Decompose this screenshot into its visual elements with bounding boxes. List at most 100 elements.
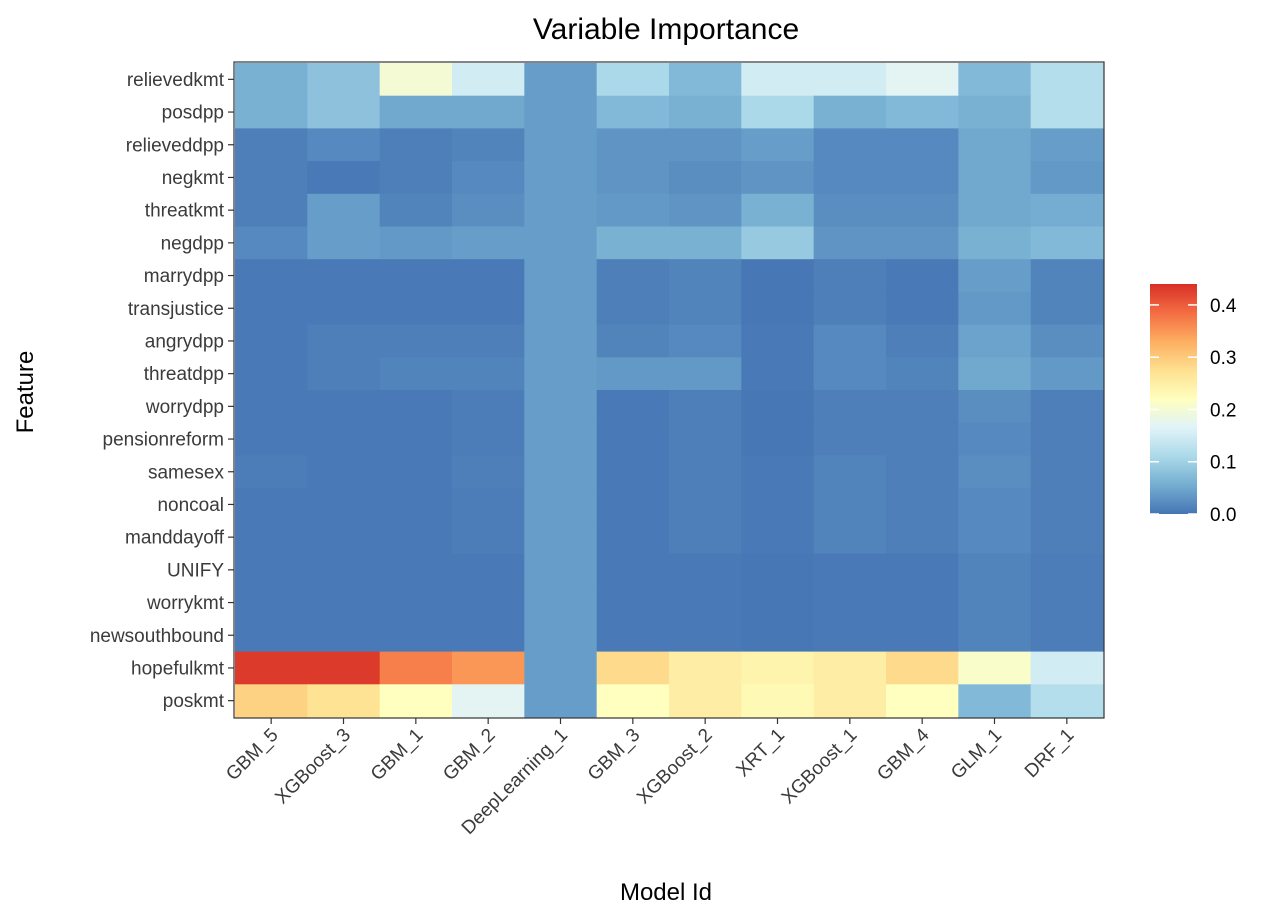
heatmap-cell-threatkmt-XGBoost_1 xyxy=(813,193,887,228)
x-tick-label-XGBoost_1: XGBoost_1 xyxy=(778,725,862,809)
color-legend: 0.0 0.1 0.2 0.3 0.4 xyxy=(1150,284,1237,526)
heatmap-cell-relieveddpp-GBM_4 xyxy=(886,128,959,162)
heatmap-cell-marrydpp-GLM_1 xyxy=(958,259,1032,293)
heatmap-cell-samesex-XGBoost_2 xyxy=(669,455,742,489)
heatmap-cell-worrydpp-GBM_4 xyxy=(886,390,959,424)
heatmap-cell-threatdpp-DeepLearning_1 xyxy=(524,357,598,391)
y-tick-label-worrydpp: worrydpp xyxy=(145,397,224,418)
heatmap-cell-threatdpp-GBM_3 xyxy=(596,357,670,391)
heatmap-cell-UNIFY-GBM_3 xyxy=(596,553,670,587)
heatmap-cell-worrykmt-DeepLearning_1 xyxy=(524,586,598,620)
heatmap-cell-posdpp-GBM_3 xyxy=(596,95,670,129)
heatmap-cell-newsouthbound-DeepLearning_1 xyxy=(524,618,598,653)
heatmap-cell-pensionreform-GBM_3 xyxy=(596,422,670,456)
heatmap-cell-angrydpp-XRT_1 xyxy=(741,324,815,358)
x-tick-label-DRF_1: DRF_1 xyxy=(1021,725,1078,782)
heatmap-cell-UNIFY-XGBoost_3 xyxy=(307,553,381,587)
heatmap-cell-newsouthbound-DRF_1 xyxy=(1030,618,1104,653)
heatmap-cell-transjustice-GBM_2 xyxy=(452,291,525,326)
heatmap-cell-hopefulkmt-DRF_1 xyxy=(1030,651,1104,685)
heatmap-cell-transjustice-GBM_5 xyxy=(235,291,308,326)
heatmap-cell-negkmt-DRF_1 xyxy=(1030,161,1104,195)
heatmap-cell-noncoal-GBM_1 xyxy=(379,488,453,522)
heatmap-cell-angrydpp-DeepLearning_1 xyxy=(524,324,598,358)
heatmap-cell-negkmt-GBM_5 xyxy=(235,161,308,195)
y-tick-label-UNIFY: UNIFY xyxy=(167,560,224,581)
heatmap-cell-angrydpp-GBM_4 xyxy=(886,324,959,358)
heatmap-cell-samesex-GBM_2 xyxy=(452,455,525,489)
heatmap-cell-noncoal-GBM_2 xyxy=(452,488,525,522)
y-tick-label-worrykmt: worrykmt xyxy=(146,593,225,614)
heatmap-cell-threatkmt-GBM_4 xyxy=(886,193,959,228)
heatmap-cell-relieveddpp-XRT_1 xyxy=(741,128,815,162)
heatmap-cell-marrydpp-XGBoost_2 xyxy=(669,259,742,293)
heatmap-cell-UNIFY-XGBoost_1 xyxy=(813,553,887,587)
legend-tick-label-0.0: 0.0 xyxy=(1210,505,1236,526)
heatmap-cell-newsouthbound-XGBoost_3 xyxy=(307,618,381,653)
heatmap-cell-relievedkmt-GBM_1 xyxy=(379,63,453,97)
y-tick-label-transjustice: transjustice xyxy=(128,299,224,320)
heatmap-cell-newsouthbound-GLM_1 xyxy=(958,618,1032,653)
heatmap-cell-transjustice-GBM_1 xyxy=(379,291,453,326)
heatmap-cell-angrydpp-GBM_5 xyxy=(235,324,308,358)
heatmap-cell-negkmt-XRT_1 xyxy=(741,161,815,195)
heatmap-cell-manddayoff-GBM_1 xyxy=(379,520,453,555)
heatmap-cell-samesex-XGBoost_3 xyxy=(307,455,381,489)
heatmap-cell-posdpp-DeepLearning_1 xyxy=(524,95,598,129)
y-axis: relievedkmt posdpp relieveddpp negkmt threat… xyxy=(90,70,234,712)
y-tick-label-negdpp: negdpp xyxy=(161,233,224,254)
heatmap-cell-pensionreform-XGBoost_3 xyxy=(307,422,381,456)
heatmap-cell-angrydpp-XGBoost_3 xyxy=(307,324,381,358)
heatmap-cell-poskmt-GBM_5 xyxy=(235,684,308,718)
heatmap-cell-marrydpp-GBM_5 xyxy=(235,259,308,293)
heatmap-cell-marrydpp-XGBoost_1 xyxy=(813,259,887,293)
heatmap-cell-manddayoff-GBM_4 xyxy=(886,520,959,555)
heatmap-cell-newsouthbound-XGBoost_1 xyxy=(813,618,887,653)
heatmap-cell-UNIFY-GBM_5 xyxy=(235,553,308,587)
heatmap-cell-poskmt-DeepLearning_1 xyxy=(524,684,598,718)
heatmap-cell-threatdpp-XGBoost_2 xyxy=(669,357,742,391)
heatmap-cell-UNIFY-GBM_2 xyxy=(452,553,525,587)
x-tick-label-GBM_3: GBM_3 xyxy=(584,725,644,785)
y-tick-label-threatkmt: threatkmt xyxy=(145,201,225,222)
heatmap-cell-poskmt-DRF_1 xyxy=(1030,684,1104,718)
heatmap-cell-threatkmt-GBM_3 xyxy=(596,193,670,228)
heatmap-cell-negdpp-GBM_2 xyxy=(452,226,525,260)
heatmap-cell-poskmt-GBM_2 xyxy=(452,684,525,718)
x-tick-label-GLM_1: GLM_1 xyxy=(947,725,1006,784)
heatmap-cell-worrykmt-GBM_3 xyxy=(596,586,670,620)
heatmap-cell-marrydpp-XGBoost_3 xyxy=(307,259,381,293)
heatmap-cell-UNIFY-XRT_1 xyxy=(741,553,815,587)
heatmap-cell-negkmt-DeepLearning_1 xyxy=(524,161,598,195)
heatmap-cell-worrydpp-XGBoost_3 xyxy=(307,390,381,424)
heatmap-cell-newsouthbound-GBM_5 xyxy=(235,618,308,653)
heatmap-cell-hopefulkmt-XGBoost_3 xyxy=(307,651,381,685)
heatmap-cell-hopefulkmt-GBM_3 xyxy=(596,651,670,685)
heatmap-cell-transjustice-GBM_4 xyxy=(886,291,959,326)
heatmap-cell-worrydpp-XGBoost_1 xyxy=(813,390,887,424)
heatmap-cell-manddayoff-GBM_2 xyxy=(452,520,525,555)
chart-title: Variable Importance xyxy=(533,13,799,46)
heatmap-cell-relievedkmt-GBM_3 xyxy=(596,63,670,97)
heatmap-cell-negkmt-GLM_1 xyxy=(958,161,1032,195)
heatmap-cell-posdpp-GBM_4 xyxy=(886,95,959,129)
heatmap-cell-negdpp-DeepLearning_1 xyxy=(524,226,598,260)
heatmap-cell-transjustice-DRF_1 xyxy=(1030,291,1104,326)
heatmap-cell-posdpp-GBM_2 xyxy=(452,95,525,129)
heatmap-cell-samesex-XRT_1 xyxy=(741,455,815,489)
heatmap-cell-manddayoff-XGBoost_2 xyxy=(669,520,742,555)
heatmap-cell-pensionreform-GBM_4 xyxy=(886,422,959,456)
heatmap-cell-manddayoff-XGBoost_1 xyxy=(813,520,887,555)
heatmap-cell-relievedkmt-XGBoost_3 xyxy=(307,63,381,97)
y-tick-label-posdpp: posdpp xyxy=(162,103,224,124)
heatmap-cell-threatdpp-DRF_1 xyxy=(1030,357,1104,391)
legend-tick-label-0.1: 0.1 xyxy=(1210,453,1236,474)
y-tick-label-relieveddpp: relieveddpp xyxy=(126,135,224,156)
heatmap-cell-threatdpp-GBM_2 xyxy=(452,357,525,391)
heatmap-cell-relieveddpp-XGBoost_3 xyxy=(307,128,381,162)
heatmap-cell-worrykmt-GBM_2 xyxy=(452,586,525,620)
heatmap-cell-negkmt-GBM_3 xyxy=(596,161,670,195)
y-axis-title: Feature xyxy=(12,351,39,434)
heatmap-cell-negdpp-XGBoost_2 xyxy=(669,226,742,260)
heatmap-cell-relieveddpp-GBM_1 xyxy=(379,128,453,162)
